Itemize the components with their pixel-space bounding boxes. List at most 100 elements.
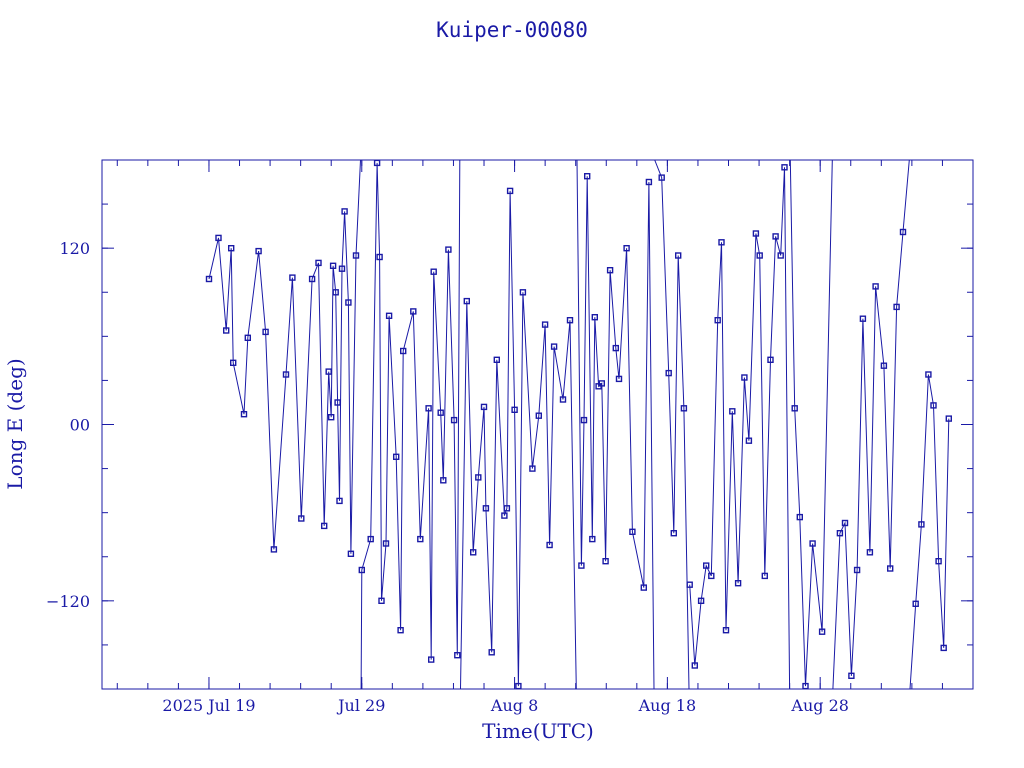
data-point <box>841 519 849 527</box>
data-point <box>400 347 407 355</box>
data-point <box>321 522 328 530</box>
data-points <box>205 159 952 690</box>
data-point <box>376 253 383 261</box>
data-point <box>802 682 809 690</box>
data-point <box>227 244 235 252</box>
series-line <box>576 159 655 690</box>
data-point <box>675 252 682 259</box>
data-point <box>848 672 855 679</box>
data-point <box>550 343 558 350</box>
data-point <box>358 566 365 574</box>
data-point <box>589 535 596 543</box>
data-point <box>382 540 390 547</box>
data-point <box>612 344 619 352</box>
data-lines <box>208 159 950 690</box>
data-point <box>925 371 932 378</box>
data-point <box>440 477 447 484</box>
data-point <box>298 515 305 522</box>
data-point <box>781 164 788 171</box>
data-point <box>417 535 424 543</box>
series-line <box>360 159 461 690</box>
data-point <box>205 275 213 283</box>
data-point <box>454 652 461 659</box>
data-point <box>761 572 768 580</box>
data-point <box>308 275 316 283</box>
data-point <box>686 581 693 588</box>
data-point <box>714 317 721 324</box>
data-point <box>640 584 647 591</box>
series-line <box>460 190 577 690</box>
data-point <box>463 297 470 305</box>
data-point <box>397 627 404 634</box>
data-point <box>334 399 341 406</box>
y-axis-label: Long E (deg) <box>3 358 27 489</box>
data-point <box>315 259 322 267</box>
data-point <box>378 597 385 604</box>
data-point <box>697 597 705 604</box>
data-point <box>470 549 477 556</box>
data-point <box>430 268 437 275</box>
data-point <box>859 315 867 322</box>
data-point <box>244 334 252 341</box>
data-point <box>325 368 332 375</box>
data-point <box>945 415 952 422</box>
data-point <box>745 437 753 444</box>
data-point <box>670 530 677 537</box>
data-point <box>347 550 355 557</box>
data-point <box>255 247 262 255</box>
data-point <box>541 321 549 328</box>
data-point <box>836 530 844 537</box>
data-point <box>722 627 730 634</box>
data-point <box>506 187 514 195</box>
data-point <box>623 244 630 252</box>
data-point <box>450 416 458 424</box>
data-point <box>703 562 710 569</box>
data-point <box>519 289 527 296</box>
data-point <box>410 308 417 315</box>
data-point <box>777 252 784 259</box>
data-point <box>511 406 518 413</box>
x-tick-label: Aug 8 <box>490 696 538 715</box>
data-point <box>602 558 609 565</box>
data-point <box>482 505 490 512</box>
data-point <box>385 312 393 319</box>
x-tick-label: Jul 29 <box>336 696 385 715</box>
data-point <box>615 375 623 383</box>
data-point <box>352 252 360 259</box>
data-point <box>718 239 725 246</box>
data-point <box>546 541 553 549</box>
data-point <box>791 405 798 412</box>
data-point <box>222 327 230 334</box>
data-point <box>341 208 348 215</box>
data-point <box>282 371 290 378</box>
data-point <box>645 178 653 186</box>
data-point <box>872 283 879 290</box>
data-point <box>338 265 346 272</box>
data-point <box>515 682 522 690</box>
data-point <box>336 497 343 505</box>
data-point <box>428 656 435 663</box>
data-point <box>767 356 774 363</box>
series-line <box>909 374 950 690</box>
x-axis-label: Time(UTC) <box>482 719 594 743</box>
data-point <box>480 403 488 411</box>
data-point <box>328 414 335 421</box>
plot-area: 2025 Jul 19 Jul 29 Aug 8 Aug 18 Aug 28 120 00 −… <box>46 159 974 715</box>
data-point <box>425 405 432 412</box>
data-point <box>345 299 352 306</box>
data-point <box>332 289 339 296</box>
x-tick-label: 2025 Jul 19 <box>162 696 255 715</box>
data-point <box>752 230 760 237</box>
data-point <box>598 380 605 387</box>
data-point <box>741 374 748 381</box>
data-point <box>493 356 500 363</box>
series-line <box>789 159 833 687</box>
data-point <box>940 644 947 652</box>
data-point <box>680 405 688 412</box>
axis-ticks <box>102 160 973 689</box>
data-point <box>729 408 736 415</box>
data-point <box>899 228 907 236</box>
data-point <box>535 412 542 419</box>
data-point <box>887 565 894 572</box>
